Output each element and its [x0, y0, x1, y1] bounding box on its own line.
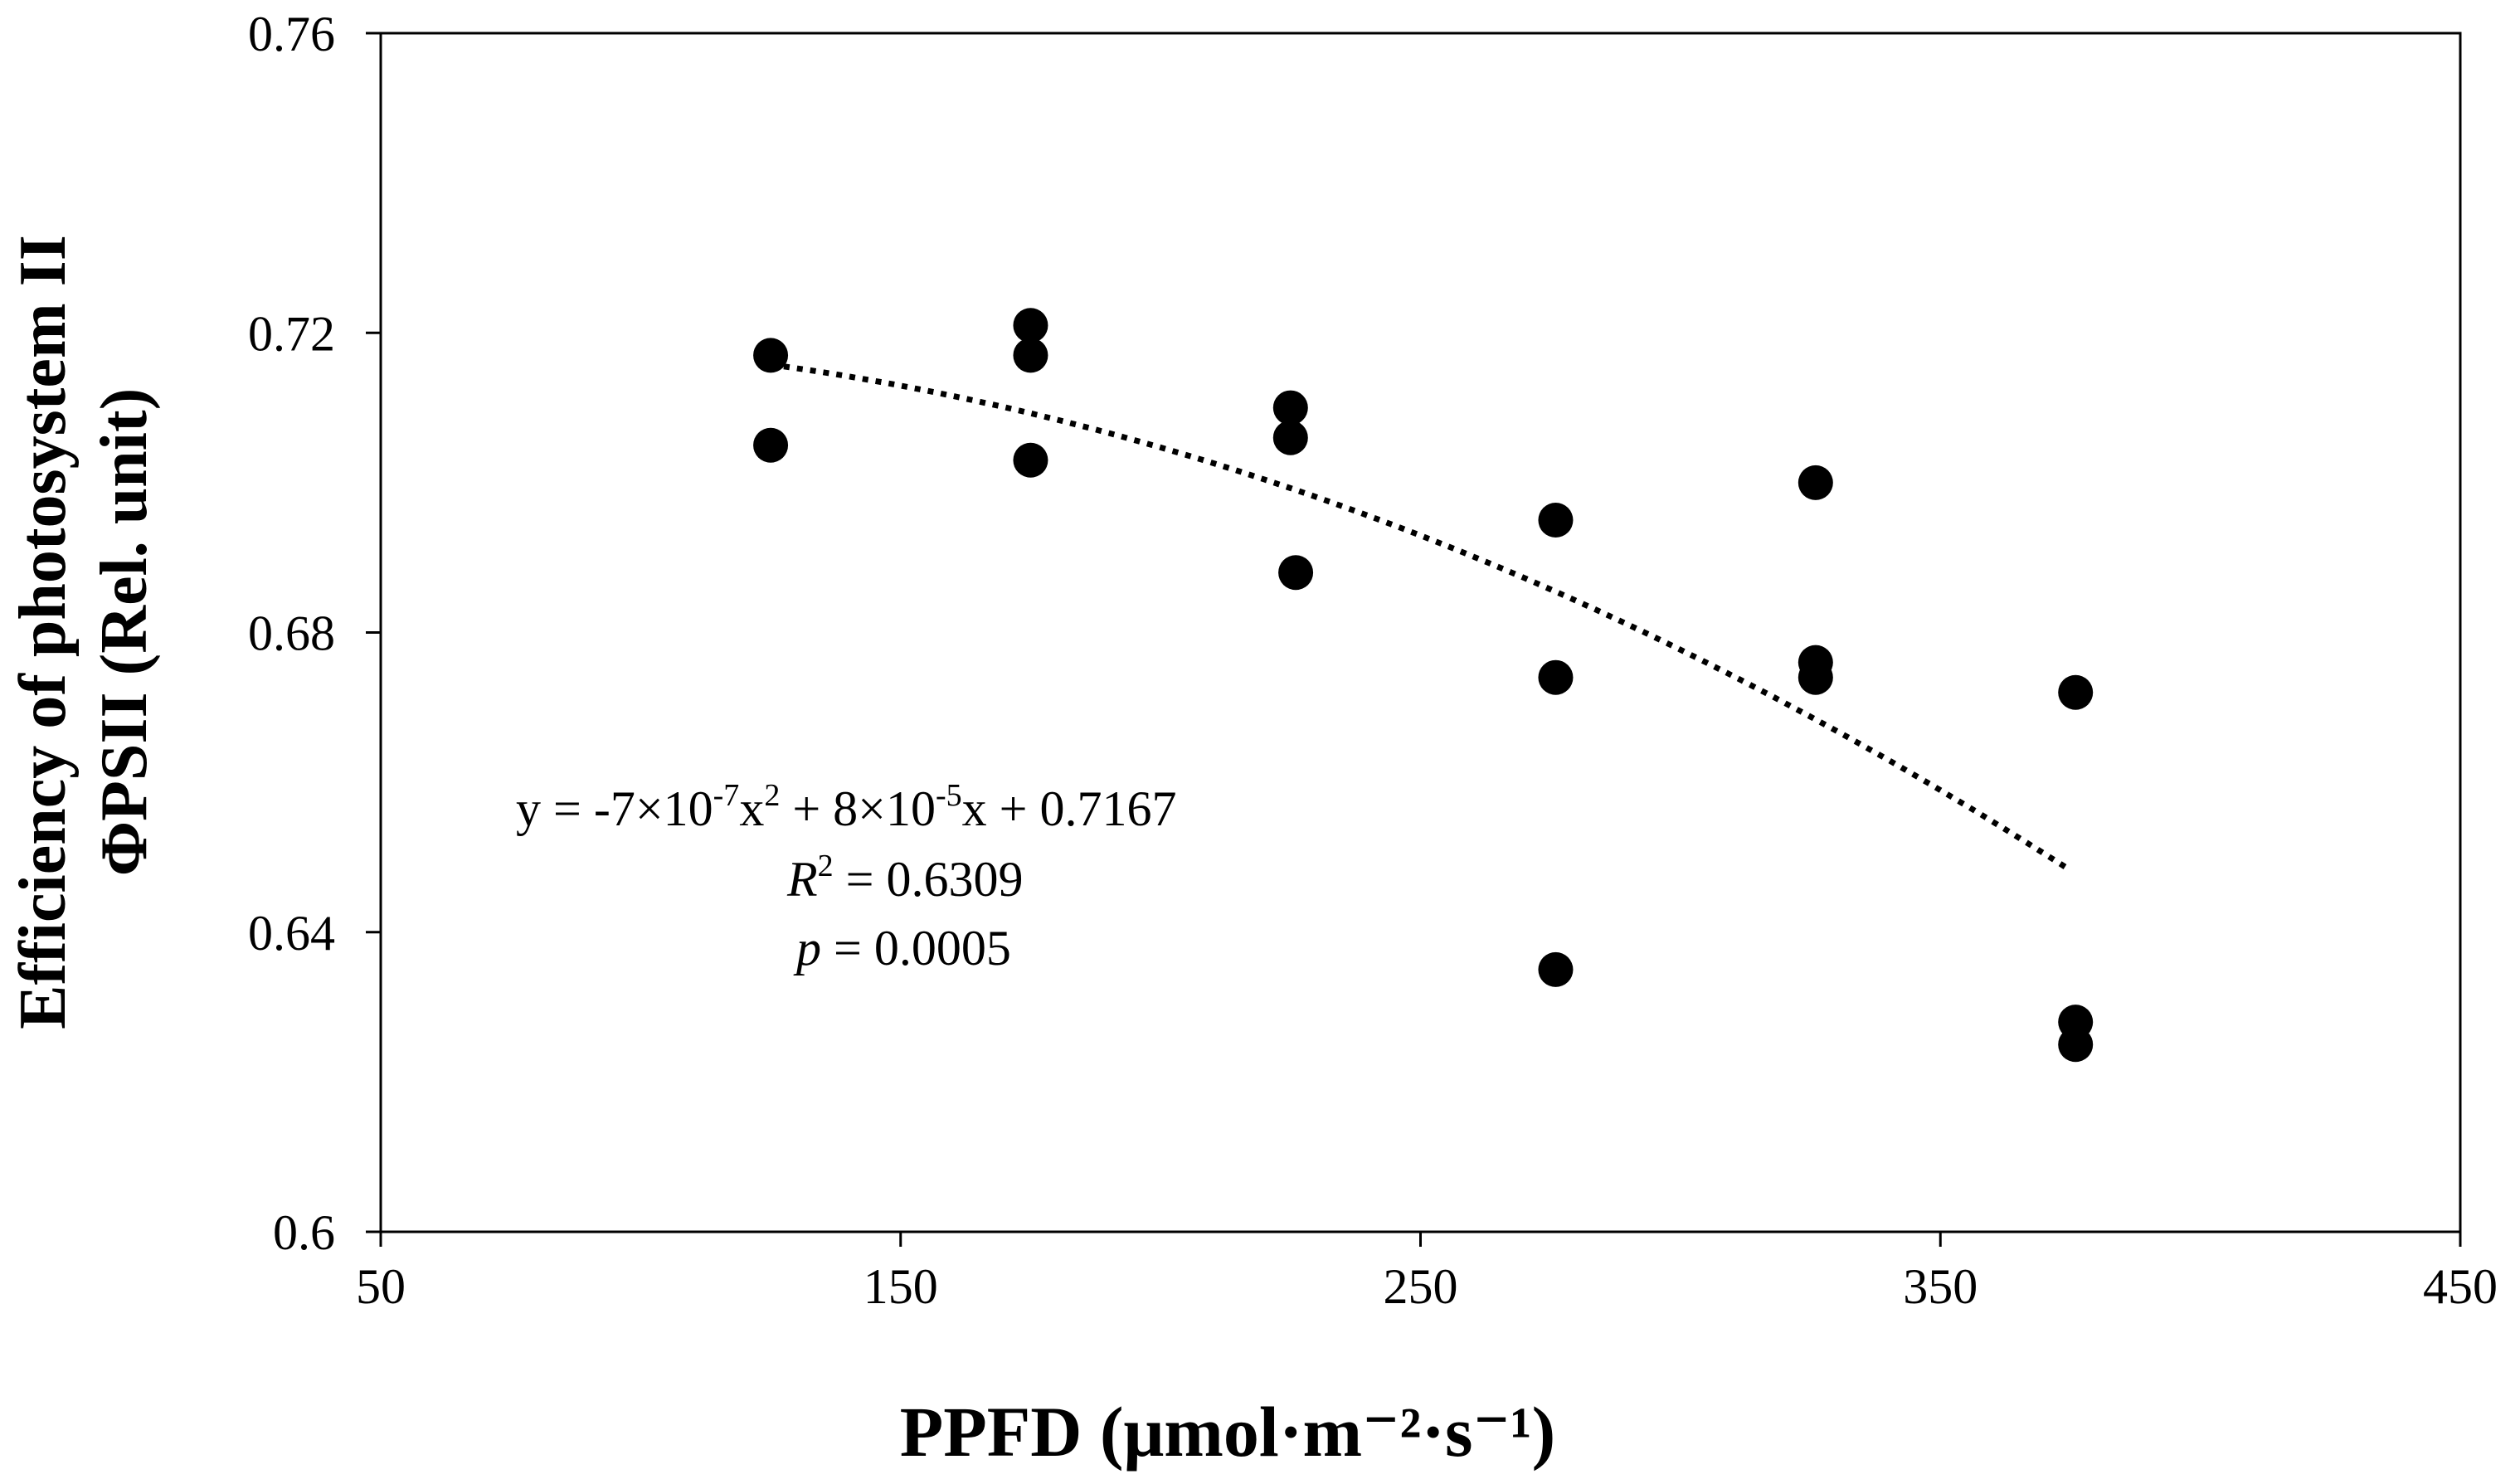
y-tick-label: 0.72 — [248, 306, 335, 361]
data-point — [753, 338, 789, 373]
y-axis-ticks: 0.6 0.64 0.68 0.72 0.76 — [248, 7, 381, 1260]
y-tick-label: 0.6 — [273, 1205, 335, 1260]
data-points — [753, 308, 2094, 1063]
data-point — [1798, 465, 1833, 500]
data-point — [2058, 674, 2094, 710]
r-squared-text: R2 = 0.6309 — [786, 849, 1024, 907]
x-axis-ticks: 50 150 250 350 450 — [356, 1232, 2498, 1314]
y-tick-label: 0.68 — [248, 606, 335, 661]
data-point — [1278, 555, 1314, 591]
y-tick-label: 0.64 — [248, 906, 335, 961]
y-tick-label: 0.76 — [248, 7, 335, 61]
x-tick-label: 350 — [1903, 1259, 1978, 1314]
x-axis-title: PPFD (μmol·m⁻²·s⁻¹) — [900, 1392, 1556, 1472]
equation-text: y = -7×10-7x2 + 8×10-5x + 0.7167 — [516, 778, 1177, 836]
y-axis-title-line2: ΦPSII (Rel. unit) — [88, 388, 161, 877]
plot-frame — [379, 32, 2462, 1233]
data-point — [1538, 503, 1574, 538]
data-point — [1272, 420, 1308, 455]
data-point — [1013, 308, 1048, 343]
data-point — [1798, 659, 1833, 695]
x-tick-label: 450 — [2423, 1259, 2498, 1314]
x-tick-label: 50 — [356, 1259, 406, 1314]
data-point — [1013, 338, 1048, 373]
data-point — [1538, 659, 1574, 695]
data-point — [1538, 951, 1574, 987]
data-point — [1272, 390, 1308, 426]
data-point — [753, 427, 789, 463]
y-axis-title-line1: Efficiency of photosystem II — [7, 235, 80, 1029]
x-tick-label: 250 — [1384, 1259, 1458, 1314]
p-value-text: p = 0.0005 — [793, 921, 1011, 975]
data-point — [1013, 442, 1048, 478]
data-point — [2058, 1027, 2094, 1063]
x-tick-label: 150 — [864, 1259, 938, 1314]
